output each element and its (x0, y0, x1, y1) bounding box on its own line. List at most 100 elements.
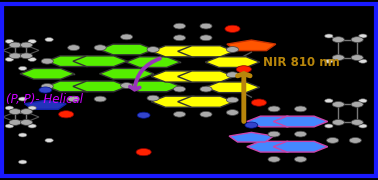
Circle shape (332, 102, 344, 107)
Circle shape (351, 120, 363, 125)
Circle shape (268, 156, 280, 162)
Circle shape (9, 53, 21, 59)
Circle shape (294, 156, 307, 162)
Circle shape (359, 59, 367, 63)
Circle shape (94, 96, 106, 102)
Circle shape (349, 138, 361, 143)
Polygon shape (273, 116, 328, 127)
Circle shape (20, 53, 33, 59)
Polygon shape (227, 40, 276, 51)
Circle shape (28, 57, 36, 61)
Circle shape (332, 120, 344, 125)
Circle shape (5, 124, 14, 128)
Circle shape (19, 133, 27, 137)
Circle shape (245, 122, 258, 128)
Circle shape (9, 42, 21, 48)
Circle shape (294, 131, 307, 137)
Circle shape (9, 109, 21, 114)
Circle shape (225, 25, 240, 32)
Circle shape (94, 45, 106, 51)
Circle shape (121, 34, 133, 40)
Circle shape (68, 96, 80, 102)
Circle shape (325, 124, 333, 128)
Polygon shape (151, 96, 208, 107)
Circle shape (147, 95, 159, 101)
Circle shape (359, 124, 367, 128)
Polygon shape (151, 46, 208, 57)
Circle shape (268, 131, 280, 137)
Polygon shape (229, 132, 274, 142)
Circle shape (327, 138, 339, 143)
Circle shape (28, 106, 36, 110)
Circle shape (359, 34, 367, 38)
Circle shape (226, 110, 239, 115)
Polygon shape (20, 68, 74, 79)
Circle shape (200, 35, 212, 41)
Circle shape (137, 112, 150, 118)
Polygon shape (46, 56, 101, 67)
Polygon shape (46, 81, 101, 92)
Polygon shape (178, 96, 234, 107)
Circle shape (19, 97, 27, 101)
Polygon shape (99, 44, 154, 55)
Polygon shape (126, 57, 180, 68)
Circle shape (332, 37, 344, 42)
Circle shape (121, 83, 133, 88)
Text: NIR 810 nm: NIR 810 nm (263, 57, 339, 69)
Circle shape (5, 39, 14, 43)
Circle shape (325, 99, 333, 103)
Circle shape (20, 109, 33, 114)
Circle shape (351, 102, 363, 107)
Circle shape (28, 124, 36, 128)
Circle shape (20, 42, 33, 48)
Circle shape (268, 106, 280, 112)
Circle shape (226, 97, 239, 103)
Circle shape (359, 99, 367, 103)
Circle shape (200, 111, 212, 117)
Polygon shape (178, 46, 234, 57)
Circle shape (351, 55, 363, 60)
Circle shape (200, 23, 212, 29)
Circle shape (174, 35, 186, 41)
Circle shape (5, 57, 14, 61)
Circle shape (325, 59, 333, 63)
Circle shape (20, 120, 33, 125)
Circle shape (45, 138, 53, 142)
Circle shape (19, 66, 27, 70)
Polygon shape (247, 116, 301, 127)
Polygon shape (205, 57, 260, 68)
Polygon shape (178, 71, 234, 82)
Polygon shape (99, 68, 154, 79)
Circle shape (351, 37, 363, 42)
Circle shape (174, 111, 186, 117)
Circle shape (41, 58, 53, 64)
Polygon shape (205, 82, 260, 93)
Circle shape (45, 38, 53, 42)
Circle shape (5, 106, 14, 110)
Polygon shape (151, 71, 208, 82)
Circle shape (294, 106, 307, 112)
Circle shape (226, 72, 239, 78)
Polygon shape (73, 81, 127, 92)
Circle shape (39, 87, 52, 93)
Circle shape (9, 120, 21, 125)
Circle shape (200, 86, 212, 92)
Polygon shape (126, 81, 180, 92)
Circle shape (251, 99, 266, 106)
Circle shape (19, 160, 27, 164)
Circle shape (226, 47, 239, 52)
Circle shape (68, 45, 80, 51)
Circle shape (59, 111, 74, 118)
Polygon shape (73, 56, 127, 67)
Polygon shape (25, 100, 66, 109)
Circle shape (174, 86, 186, 92)
Text: (P, P)- Helical: (P, P)- Helical (6, 93, 83, 105)
Circle shape (41, 84, 53, 89)
Circle shape (325, 34, 333, 38)
Circle shape (28, 39, 36, 43)
Circle shape (236, 66, 251, 73)
Polygon shape (247, 141, 301, 152)
Circle shape (174, 23, 186, 29)
Circle shape (332, 55, 344, 60)
Circle shape (147, 47, 159, 52)
